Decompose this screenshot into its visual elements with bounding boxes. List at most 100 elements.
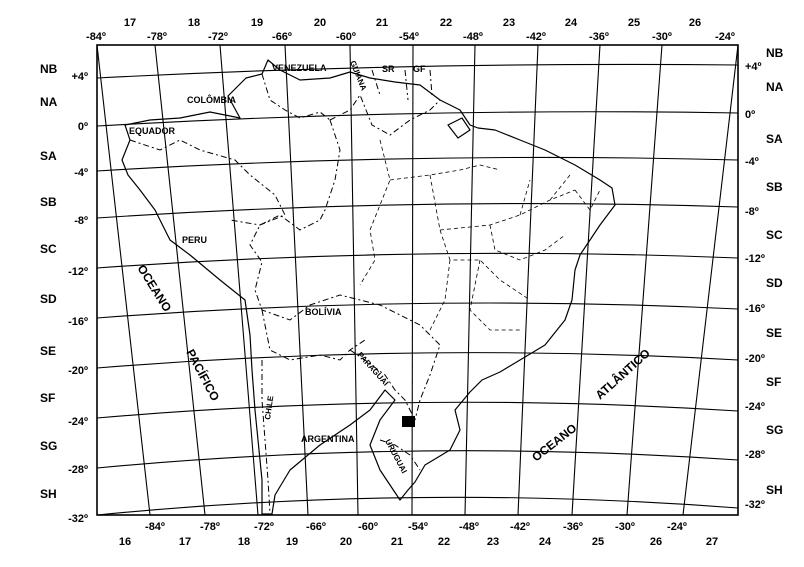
band-label-right: SA [766, 132, 783, 146]
parallel-line [96, 156, 739, 172]
zone-number-top: 26 [689, 17, 701, 29]
zone-number-top: 20 [314, 17, 326, 29]
meridian-line [517, 44, 539, 516]
zone-number-bottom: 19 [286, 536, 298, 548]
zone-number-bottom: 24 [539, 536, 552, 548]
band-label-left: NB [40, 62, 58, 76]
lon-label-bottom: -42º [510, 521, 530, 533]
meridian-line [411, 44, 414, 516]
parallel-line [96, 401, 739, 419]
meridian-line [154, 44, 206, 516]
country-label-suriname: SR [382, 64, 395, 74]
country-label-colombia: COLÔMBIA [187, 94, 236, 105]
band-label-right: NA [766, 80, 784, 94]
lat-label-left: -8º [74, 215, 88, 227]
lon-label-bottom: -30º [615, 521, 635, 533]
zone-number-bottom: 26 [650, 536, 662, 548]
edge-labels: -84º -78º -72º -66º -60º -54º -48º -42º -36º -30º… [40, 17, 784, 548]
parallel-line [96, 252, 739, 269]
map-frame [96, 44, 739, 516]
lat-label-right: -28º [745, 449, 765, 461]
lat-label-right: -4º [745, 156, 759, 168]
lon-label-bottom: -78º [200, 521, 220, 533]
lon-label-top: -72º [208, 31, 228, 43]
band-label-left: SC [40, 242, 57, 256]
zone-number-top: 22 [440, 17, 452, 29]
zone-number-top: 24 [565, 17, 578, 29]
meridian-line [571, 44, 601, 516]
marajo-island [447, 117, 471, 139]
zone-number-bottom: 22 [438, 536, 450, 548]
border-uruguay [379, 439, 421, 471]
meridian-line [284, 44, 309, 516]
lat-label-right: -16º [745, 303, 765, 315]
band-label-left: SA [40, 149, 57, 163]
zone-number-top: 25 [628, 17, 640, 29]
meridian-line [96, 44, 151, 516]
ocean-label-pacific-1: OCEANO [134, 262, 174, 314]
lat-label-right: -20º [745, 353, 765, 365]
band-label-left: SH [40, 487, 57, 501]
lat-label-left: -12º [68, 266, 88, 278]
zone-number-bottom: 18 [238, 536, 250, 548]
border-guianas [371, 69, 433, 101]
lon-label-bottom: -36º [563, 521, 583, 533]
band-label-right: NB [766, 46, 784, 60]
zone-number-bottom: 16 [119, 536, 131, 548]
ocean-label-pacific-2: PACÍFICO [183, 346, 223, 403]
lon-label-bottom: -54º [408, 521, 428, 533]
ocean-label-atlantic-1: OCEANO [529, 421, 579, 464]
meridian-line [219, 44, 259, 516]
zone-number-top: 23 [503, 17, 515, 29]
lat-label-left: -32º [68, 513, 88, 525]
band-label-left: NA [40, 95, 58, 109]
lon-label-top: -78º [147, 31, 167, 43]
country-label-peru: PERU [182, 235, 207, 245]
band-label-left: SD [40, 292, 57, 306]
band-label-right: SH [766, 483, 783, 497]
lon-label-top: -84º [86, 31, 106, 43]
country-label-french-guiana: GF [413, 64, 426, 74]
lon-label-top: -42º [526, 31, 546, 43]
lat-label-right: -32º [745, 499, 765, 511]
border-bolivia-south [261, 309, 366, 361]
lon-label-bottom: -60º [358, 521, 378, 533]
lon-label-top: -66º [272, 31, 292, 43]
country-label-paraguay: PARAGUAI [356, 350, 391, 387]
band-label-left: SG [40, 439, 57, 453]
parallel-line [96, 63, 739, 79]
lon-label-bottom: -66º [306, 521, 326, 533]
band-label-right: SB [766, 180, 783, 194]
lat-label-left: +4º [71, 71, 88, 83]
country-label-ecuador: EQUADOR [129, 126, 176, 136]
lon-label-bottom: -48º [459, 521, 479, 533]
band-label-left: SE [40, 344, 56, 358]
lon-label-top: -60º [336, 31, 356, 43]
parallel-line [96, 203, 739, 219]
lat-label-right: 0º [745, 109, 755, 121]
meridian-line [464, 44, 476, 516]
zone-number-top: 17 [124, 17, 136, 29]
zone-number-bottom: 17 [179, 536, 191, 548]
lat-label-left: 0º [78, 121, 88, 133]
lat-label-right: +4º [745, 61, 762, 73]
highlighted-area [402, 416, 415, 427]
meridian-line [626, 44, 663, 516]
country-label-uruguay: URUGUAI [383, 438, 408, 475]
parallel-line [96, 302, 739, 319]
lat-label-left: -24º [68, 416, 88, 428]
lon-label-top: -54º [399, 31, 419, 43]
band-label-left: SB [40, 195, 57, 209]
band-label-right: SG [766, 423, 783, 437]
country-label-argentina: ARGENTINA [301, 434, 355, 444]
country-label-bolivia: BOLÍVIA [305, 307, 342, 317]
band-label-left: SF [40, 391, 55, 405]
band-label-right: SF [766, 375, 781, 389]
border-chile-argentina [261, 360, 271, 515]
zone-number-bottom: 21 [391, 536, 403, 548]
lon-label-top: -30º [652, 31, 672, 43]
zone-number-bottom: 23 [487, 536, 499, 548]
state-borders [359, 139, 601, 331]
lat-label-right: -12º [745, 253, 765, 265]
south-america-coastline [121, 59, 616, 515]
